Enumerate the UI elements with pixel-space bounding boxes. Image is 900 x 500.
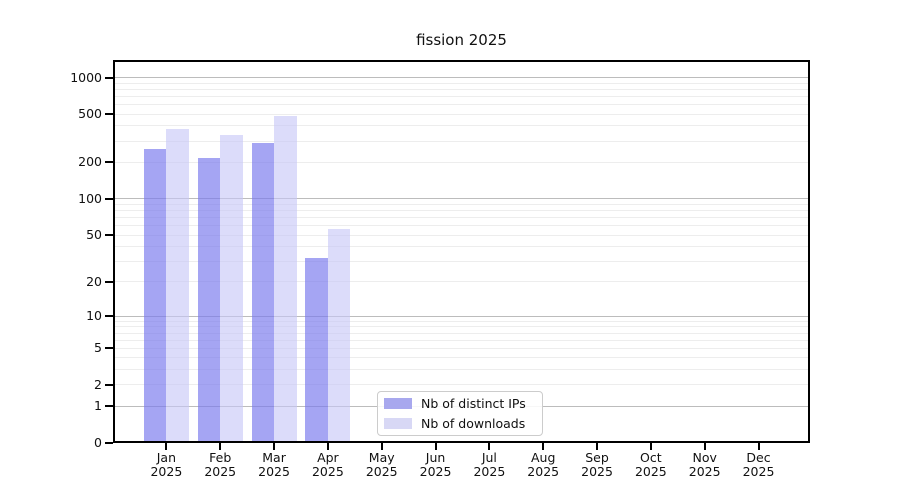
- x-tick-label: Dec 2025: [742, 450, 775, 479]
- legend-item-downloads: Nb of downloads: [384, 416, 536, 432]
- y-tick-label: 20: [86, 273, 102, 289]
- y-tick-mark: [105, 234, 113, 237]
- x-tick-mark: [596, 443, 599, 450]
- x-tick-label: Jul 2025: [473, 450, 506, 479]
- minor-gridline: [113, 125, 810, 127]
- y-tick-label: 200: [78, 154, 102, 170]
- minor-gridline: [113, 369, 810, 371]
- x-tick-label: Feb 2025: [204, 450, 237, 479]
- bar-distinct-ips: [197, 157, 221, 443]
- minor-gridline: [113, 234, 810, 236]
- y-tick-label: 500: [78, 106, 102, 122]
- major-gridline: [113, 315, 810, 317]
- x-tick-label: Sep 2025: [581, 450, 613, 479]
- y-tick-label: 0: [94, 435, 102, 450]
- y-tick-label: 1000: [70, 69, 102, 85]
- minor-gridline: [113, 203, 810, 205]
- legend-label: Nb of downloads: [421, 415, 526, 431]
- x-tick-mark: [380, 443, 383, 450]
- x-tick-mark: [757, 443, 760, 450]
- y-tick-label: 10: [86, 308, 102, 324]
- x-tick-mark: [165, 443, 168, 450]
- bar-downloads: [274, 115, 297, 443]
- legend-swatch: [384, 398, 412, 409]
- y-tick-label: 100: [78, 190, 102, 206]
- legend-item-distinct-ips: Nb of distinct IPs: [384, 396, 536, 412]
- minor-gridline: [113, 326, 810, 328]
- major-gridline: [113, 198, 810, 200]
- legend-label: Nb of distinct IPs: [421, 395, 526, 411]
- bar-distinct-ips: [143, 148, 167, 443]
- y-tick-mark: [105, 442, 113, 444]
- chart-title: fission 2025: [416, 31, 507, 49]
- x-tick-mark: [273, 443, 276, 450]
- legend: Nb of distinct IPs Nb of downloads: [377, 391, 543, 436]
- bar-distinct-ips: [251, 143, 275, 443]
- major-gridline: [113, 77, 810, 79]
- x-tick-label: Jun 2025: [419, 450, 452, 479]
- y-tick-label: 50: [86, 227, 102, 243]
- minor-gridline: [113, 246, 810, 248]
- x-tick-mark: [542, 443, 545, 450]
- x-tick-mark: [649, 443, 652, 450]
- minor-gridline: [113, 225, 810, 227]
- x-tick-label: Oct 2025: [634, 450, 667, 479]
- x-tick-mark: [326, 443, 329, 450]
- x-tick-label: Aug 2025: [527, 450, 560, 479]
- x-tick-label: Mar 2025: [258, 450, 290, 479]
- x-tick-label: May 2025: [365, 450, 398, 479]
- bar-distinct-ips: [305, 258, 328, 443]
- y-tick-mark: [105, 347, 113, 350]
- minor-gridline: [113, 82, 810, 84]
- minor-gridline: [113, 88, 810, 90]
- minor-gridline: [113, 95, 810, 97]
- minor-gridline: [113, 113, 810, 115]
- bar-downloads: [327, 229, 351, 443]
- minor-gridline: [113, 384, 810, 386]
- minor-gridline: [113, 320, 810, 322]
- x-tick-label: Apr 2025: [311, 450, 344, 479]
- y-tick-mark: [105, 161, 113, 164]
- y-tick-mark: [105, 197, 113, 200]
- minor-gridline: [113, 260, 810, 262]
- minor-gridline: [113, 210, 810, 212]
- y-tick-label: 2: [94, 376, 102, 392]
- bar-downloads: [166, 129, 189, 443]
- plot-area: Nb of distinct IPs Nb of downloads: [113, 60, 810, 443]
- y-tick-mark: [105, 315, 113, 318]
- y-tick-mark: [105, 76, 113, 79]
- y-tick-label: 5: [94, 340, 102, 356]
- y-tick-mark: [105, 383, 113, 386]
- x-tick-mark: [488, 443, 491, 450]
- minor-gridline: [113, 161, 810, 163]
- minor-gridline: [113, 332, 810, 334]
- minor-gridline: [113, 217, 810, 219]
- minor-gridline: [113, 281, 810, 283]
- minor-gridline: [113, 104, 810, 106]
- bar-downloads: [220, 134, 243, 443]
- minor-gridline: [113, 347, 810, 349]
- x-tick-label: Nov 2025: [688, 450, 721, 479]
- x-tick-mark: [434, 443, 437, 450]
- minor-gridline: [113, 140, 810, 142]
- y-tick-label: 1: [94, 398, 102, 414]
- minor-gridline: [113, 339, 810, 341]
- x-tick-mark: [219, 443, 222, 450]
- y-tick-mark: [105, 405, 113, 408]
- y-tick-mark: [105, 113, 113, 116]
- legend-swatch: [384, 418, 412, 429]
- y-tick-mark: [105, 280, 113, 283]
- x-tick-mark: [703, 443, 706, 450]
- minor-gridline: [113, 357, 810, 359]
- x-tick-label: Jan 2025: [150, 450, 183, 479]
